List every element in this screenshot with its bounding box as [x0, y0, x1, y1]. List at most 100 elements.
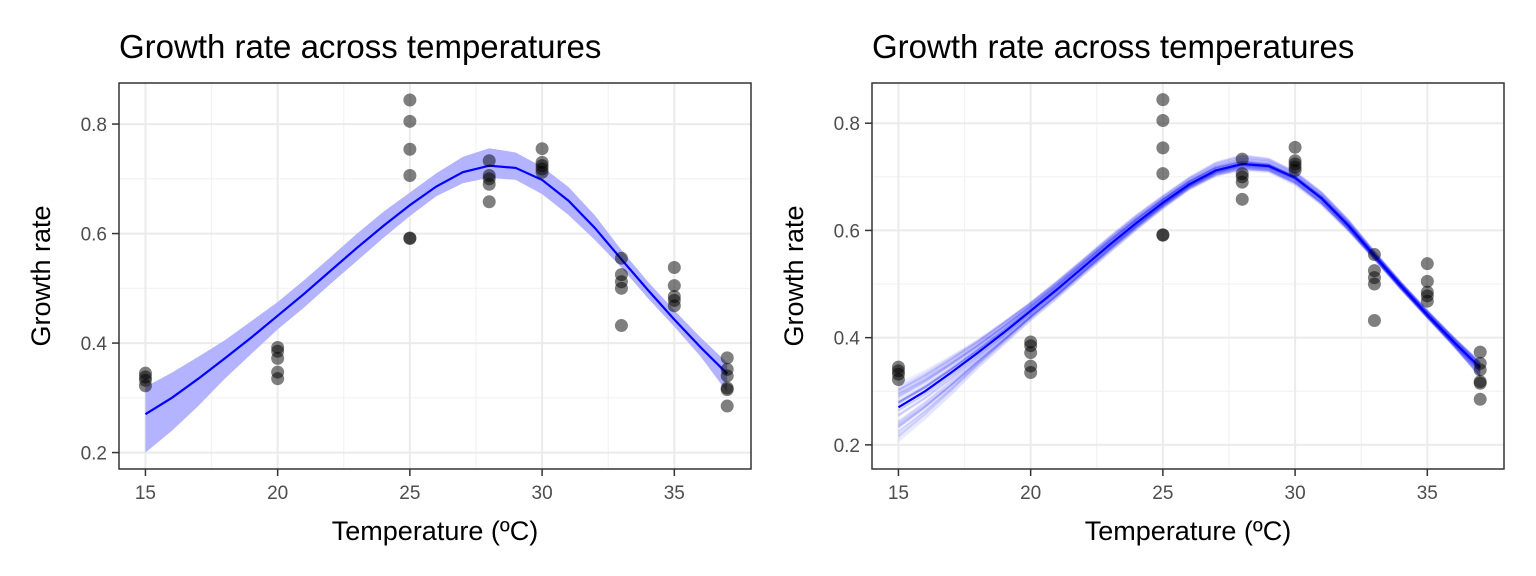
data-point — [1156, 141, 1170, 155]
posterior-draw-line — [897, 156, 1481, 391]
data-point — [1367, 248, 1381, 262]
posterior-draw-line — [897, 167, 1481, 417]
y-tick-label: 0.4 — [81, 334, 108, 355]
posterior-draw-line — [897, 154, 1481, 391]
x-tick-label: 25 — [399, 483, 420, 504]
posterior-draw-line — [897, 166, 1481, 412]
x-tick-label: 30 — [1285, 483, 1306, 504]
posterior-draw-line — [897, 166, 1481, 425]
posterior-draw-line — [897, 168, 1481, 440]
y-tick-label: 0.6 — [834, 221, 860, 242]
posterior-draw-line — [897, 155, 1481, 391]
x-tick-label: 15 — [888, 483, 909, 504]
x-axis-title: Temperature (ºC) — [1085, 516, 1291, 546]
posterior-draw-line — [897, 157, 1481, 398]
data-point — [1473, 392, 1487, 406]
data-point — [1367, 313, 1381, 327]
posterior-draw-line — [897, 168, 1481, 426]
data-point — [667, 299, 681, 313]
data-point — [1473, 376, 1487, 390]
data-point — [667, 261, 681, 275]
x-axis: 15 20 25 30 35 — [888, 469, 1438, 504]
data-point — [1473, 363, 1487, 377]
data-point — [1288, 163, 1302, 177]
data-point — [614, 281, 628, 295]
y-axis: 0.2 0.4 0.6 0.8 — [834, 114, 872, 457]
confidence-ribbon — [145, 148, 728, 453]
data-point — [271, 351, 285, 365]
posterior-draw-line — [897, 165, 1481, 412]
posterior-draw-line — [897, 167, 1481, 428]
posterior-draw-line — [897, 156, 1481, 392]
data-point — [1235, 192, 1249, 206]
y-axis-title: Growth rate — [779, 205, 809, 346]
x-tick-label: 20 — [1020, 483, 1041, 504]
data-point — [1156, 167, 1170, 181]
gridlines — [872, 83, 1504, 469]
data-point — [271, 372, 285, 386]
data-point — [1156, 228, 1170, 242]
chart-title: Growth rate across temperatures — [119, 28, 601, 65]
posterior-draw-line — [897, 161, 1481, 385]
chart-left: Growth rate across temperatures 15 20 25 30 3… — [26, 28, 752, 546]
data-point — [614, 251, 628, 265]
data-point — [403, 93, 417, 107]
data-point — [403, 231, 417, 245]
data-point — [1156, 114, 1170, 128]
data-point — [667, 279, 681, 293]
fit-line — [897, 162, 1481, 409]
y-tick-label: 0.8 — [81, 115, 107, 136]
posterior-draw-line — [897, 154, 1481, 388]
data-point — [1420, 274, 1434, 288]
posterior-draw-line — [897, 169, 1481, 433]
data-point — [1420, 294, 1434, 308]
data-point — [720, 369, 734, 383]
data-point — [535, 142, 549, 156]
posterior-draw-line — [897, 165, 1481, 403]
x-tick-label: 25 — [1152, 483, 1173, 504]
data-point — [720, 351, 734, 365]
data-points — [891, 93, 1487, 406]
posterior-draw-line — [897, 165, 1481, 417]
x-axis: 15 20 25 30 35 — [135, 469, 685, 504]
posterior-draw-line — [897, 157, 1481, 407]
chart-title: Growth rate across temperatures — [872, 28, 1354, 65]
chart-right: Growth rate across temperatures 15 20 25 30 3… — [779, 28, 1505, 546]
data-point — [720, 399, 734, 413]
data-point — [482, 195, 496, 209]
data-point — [1156, 93, 1170, 107]
data-point — [720, 383, 734, 397]
x-tick-label: 15 — [135, 483, 156, 504]
data-point — [482, 154, 496, 168]
x-tick-label: 20 — [267, 483, 288, 504]
plot-panel — [119, 83, 751, 469]
data-point — [1473, 345, 1487, 359]
x-tick-label: 30 — [532, 483, 553, 504]
data-point — [1024, 366, 1038, 379]
y-tick-label: 0.6 — [81, 225, 107, 246]
panel-border — [118, 82, 752, 470]
fit-line — [144, 164, 728, 416]
y-tick-label: 0.2 — [834, 436, 860, 457]
y-axis-title: Growth rate — [26, 205, 56, 346]
data-point — [1024, 346, 1038, 360]
posterior-draw-line — [897, 157, 1481, 404]
data-point — [1420, 257, 1434, 271]
data-points — [138, 93, 734, 413]
data-point — [403, 142, 417, 156]
data-point — [1235, 152, 1249, 166]
y-tick-label: 0.8 — [834, 114, 860, 135]
data-point — [1288, 140, 1302, 154]
y-axis: 0.2 0.4 0.6 0.8 — [81, 115, 119, 465]
posterior-draw-line — [897, 167, 1481, 442]
data-point — [403, 169, 417, 183]
y-tick-label: 0.2 — [81, 444, 107, 465]
data-point — [403, 114, 417, 128]
data-point — [614, 319, 628, 333]
posterior-draw-line — [897, 155, 1481, 398]
posterior-draw-line — [897, 167, 1481, 427]
data-point — [482, 177, 496, 191]
x-tick-label: 35 — [1417, 483, 1438, 504]
data-point — [535, 165, 549, 179]
